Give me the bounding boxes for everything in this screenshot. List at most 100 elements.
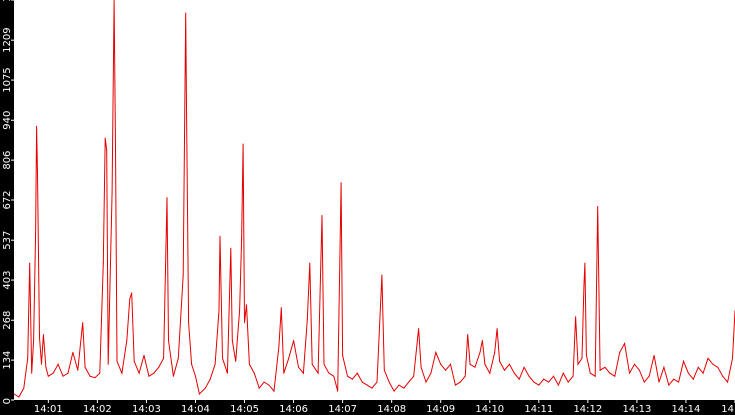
data-point [166,197,168,199]
data-point [115,146,116,148]
data-point [499,360,501,362]
data-point [668,384,670,386]
data-point [218,310,220,312]
data-point [131,292,133,294]
data-point [268,384,270,386]
data-point [231,340,233,341]
data-point [420,366,422,368]
data-point [727,381,729,383]
data-point [31,372,33,374]
y-tick-label: 134 [2,351,13,370]
data-point [403,387,405,389]
data-point [99,372,101,374]
data-point [643,381,645,383]
x-tick-label: 14:12 [573,404,602,415]
data-point [186,116,188,118]
data-point [604,366,606,368]
data-point [235,360,237,362]
data-point [707,357,709,359]
data-point [185,12,187,14]
data-point [104,137,106,139]
data-point [673,378,675,380]
data-point [27,357,29,359]
data-point [408,381,410,383]
data-point [581,357,583,359]
data-point [474,366,476,368]
data-point [538,384,540,386]
data-point [188,322,190,324]
data-point [702,372,704,374]
data-point [143,354,145,356]
y-tick-label: 1075 [2,67,13,92]
data-point [84,366,86,368]
data-point [273,390,275,392]
data-point [94,377,96,379]
data-point [116,360,118,362]
data-point [383,369,385,371]
data-point [244,322,245,324]
data-point [321,215,323,216]
data-point [219,235,221,237]
data-point [72,351,74,353]
data-point [584,262,586,264]
data-point [323,363,325,365]
data-point [594,375,596,377]
data-point [33,340,35,341]
x-tick-label: 14:14 [672,404,701,415]
data-point [288,357,290,359]
y-tick-label: 940 [2,111,13,130]
data-point [39,337,40,338]
data-point [464,375,466,377]
data-point [678,381,680,383]
data-point [121,372,123,374]
data-point [508,363,510,365]
data-point [361,381,363,383]
data-point [138,372,140,374]
data-point [722,375,724,377]
data-point [504,369,505,371]
data-point [222,357,223,359]
data-point [454,384,456,386]
data-point [697,366,699,368]
data-point [340,182,342,184]
data-point [47,375,49,377]
data-point [29,262,31,264]
data-point [126,340,128,341]
data-point [459,381,461,383]
data-point [634,363,635,365]
data-point [553,375,554,377]
data-point [398,384,400,386]
data-point [328,372,330,374]
data-point [575,316,577,318]
data-point [23,387,25,389]
data-point [557,384,559,386]
data-point [333,375,335,377]
data-point [653,354,655,356]
y-tick-label: 268 [2,311,13,330]
data-point [430,372,432,374]
data-point [687,372,689,374]
data-point [57,363,59,365]
data-point [182,274,184,276]
data-point [425,381,427,383]
data-point [518,378,520,380]
data-point [280,307,282,309]
x-tick-label: 14:13 [622,404,651,415]
data-point [342,354,344,356]
data-point [283,372,285,374]
data-point [648,375,650,377]
data-point [435,351,437,353]
data-point [418,328,420,330]
y-axis-band [0,0,14,400]
data-point [36,125,38,127]
data-point [230,247,232,249]
data-point [543,378,545,380]
data-point [599,369,601,371]
y-tick-label: 1344 [2,0,13,2]
y-tick-label: 806 [2,151,13,170]
data-point [567,381,569,383]
data-point [589,372,591,374]
data-point [366,384,368,386]
